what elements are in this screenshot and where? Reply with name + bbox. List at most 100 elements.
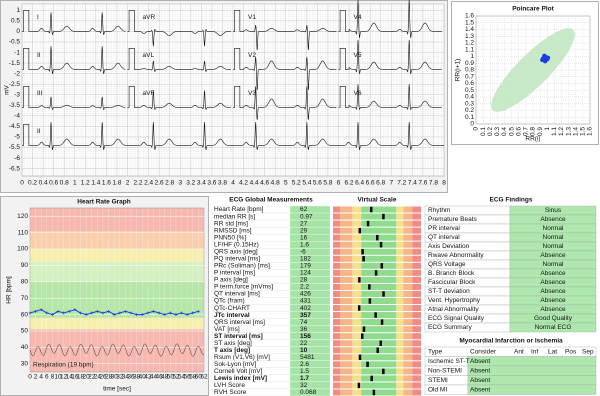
measure-value: 357 (300, 312, 311, 319)
chart-title: Heart Rate Graph (77, 199, 130, 206)
scale-segment (352, 333, 362, 340)
scale-segment (361, 220, 397, 227)
measure-value: 2.6 (300, 361, 309, 368)
x-tick-label: 16 (71, 374, 79, 381)
measure-name: Rsum (V1,V6) [mV] (214, 354, 270, 361)
measure-name: Sok-Lyon [mV] (214, 361, 257, 368)
hr-point (67, 309, 71, 313)
scale-segment (352, 283, 362, 290)
scale-segment (412, 382, 421, 389)
x-tick-label: 2 (126, 180, 130, 187)
scale-segment (403, 305, 413, 312)
x-tick-label: 6.6 (366, 180, 375, 187)
scale-segment (412, 234, 421, 241)
scale-segment (333, 290, 341, 297)
scale-segment (403, 361, 413, 368)
measure-name: Lewis index [mV] (214, 375, 267, 382)
x-tick-label: 18 (77, 374, 85, 381)
scale-segment (396, 333, 404, 340)
hr-point (79, 311, 83, 315)
hr-point (191, 311, 195, 315)
scale-marker (360, 333, 364, 339)
x-tick-label: 6 (45, 374, 49, 381)
finding-name: Axis Deviation (428, 243, 470, 250)
hr-point (129, 311, 133, 315)
scale-segment (396, 283, 404, 290)
scale-segment (340, 361, 353, 368)
scale-segment (412, 326, 421, 333)
scale-segment (340, 368, 353, 375)
measure-name: P term.force [mVms] (214, 284, 273, 291)
lead-label: V4 (354, 14, 362, 21)
measure-value: 426 (300, 291, 311, 298)
x-tick-label: 2.2 (134, 180, 143, 187)
x-tick-label: 1.4 (572, 127, 579, 136)
measure-name: Heart Rate [bpm] (214, 206, 264, 213)
y-tick-label: -3 (14, 91, 20, 98)
x-tick-label: 2.8 (165, 180, 174, 187)
x-tick-label: 32 (116, 374, 124, 381)
hr-band (30, 208, 204, 231)
scatter-point (541, 57, 546, 62)
scale-segment (361, 368, 397, 375)
scale-segment (340, 326, 353, 333)
measure-name: LVH Score (214, 382, 245, 389)
scale-segment (361, 234, 397, 241)
table-title: Virtual Scale (358, 197, 397, 204)
scale-segment (352, 234, 362, 241)
x-tick-label: 38 (133, 374, 141, 381)
measure-name: QRS interval [ms] (214, 319, 265, 326)
finding-name: ST-T deviation (428, 288, 470, 295)
x-tick-label: 5.8 (323, 180, 332, 187)
ecg-trace (338, 84, 442, 110)
scale-marker (362, 326, 366, 332)
hr-point (56, 309, 60, 313)
ecg-trace (233, 86, 337, 120)
measure-value: 5481 (300, 354, 315, 361)
x-tick-label: 0.7 (523, 127, 530, 136)
scale-segment (396, 297, 404, 305)
scale-segment (396, 375, 404, 382)
scale-segment (412, 283, 421, 290)
scale-segment (403, 283, 413, 290)
scale-segment (340, 220, 353, 227)
x-tick-label: 52 (172, 374, 180, 381)
finding-name: ECG Signal Quality (428, 315, 485, 322)
x-tick-label: 3.6 (207, 180, 216, 187)
scale-segment (403, 340, 413, 347)
y-tick-label: 0.3 (465, 100, 474, 107)
scale-marker (366, 361, 369, 368)
x-tick-label: 3.2 (186, 180, 195, 187)
lead-label: V2 (248, 52, 256, 59)
x-tick-label: 2 (34, 374, 38, 381)
hr-band (30, 317, 204, 330)
scale-marker (374, 270, 378, 276)
finding-name: Vent. Hypertrophy (428, 297, 481, 304)
value-cell (289, 360, 331, 369)
scale-segment (403, 276, 413, 283)
hr-point (39, 308, 43, 312)
scale-segment (333, 213, 341, 220)
value-cell (289, 283, 331, 291)
finding-value: Absence (540, 279, 566, 286)
scale-segment (396, 220, 404, 227)
scale-segment (361, 276, 397, 283)
x-tick-label: 5.2 (292, 180, 301, 187)
table-title: Myocardial Infarction or Ischemia (459, 338, 563, 345)
scale-marker (379, 340, 382, 346)
hr-band (30, 249, 204, 263)
scale-segment (396, 248, 404, 255)
scale-segment (412, 389, 421, 396)
scale-segment (340, 283, 353, 290)
scale-segment (412, 297, 421, 305)
y-tick-label: 1.5 (465, 19, 474, 26)
scale-segment (403, 312, 413, 319)
scale-segment (340, 333, 353, 340)
scale-segment (333, 347, 341, 354)
scale-segment (412, 248, 421, 255)
finding-value: Good Quality (534, 315, 573, 322)
y-tick-label: -6 (14, 155, 20, 162)
value-cell (289, 381, 331, 390)
scale-marker (368, 284, 371, 290)
scale-segment (361, 241, 397, 248)
